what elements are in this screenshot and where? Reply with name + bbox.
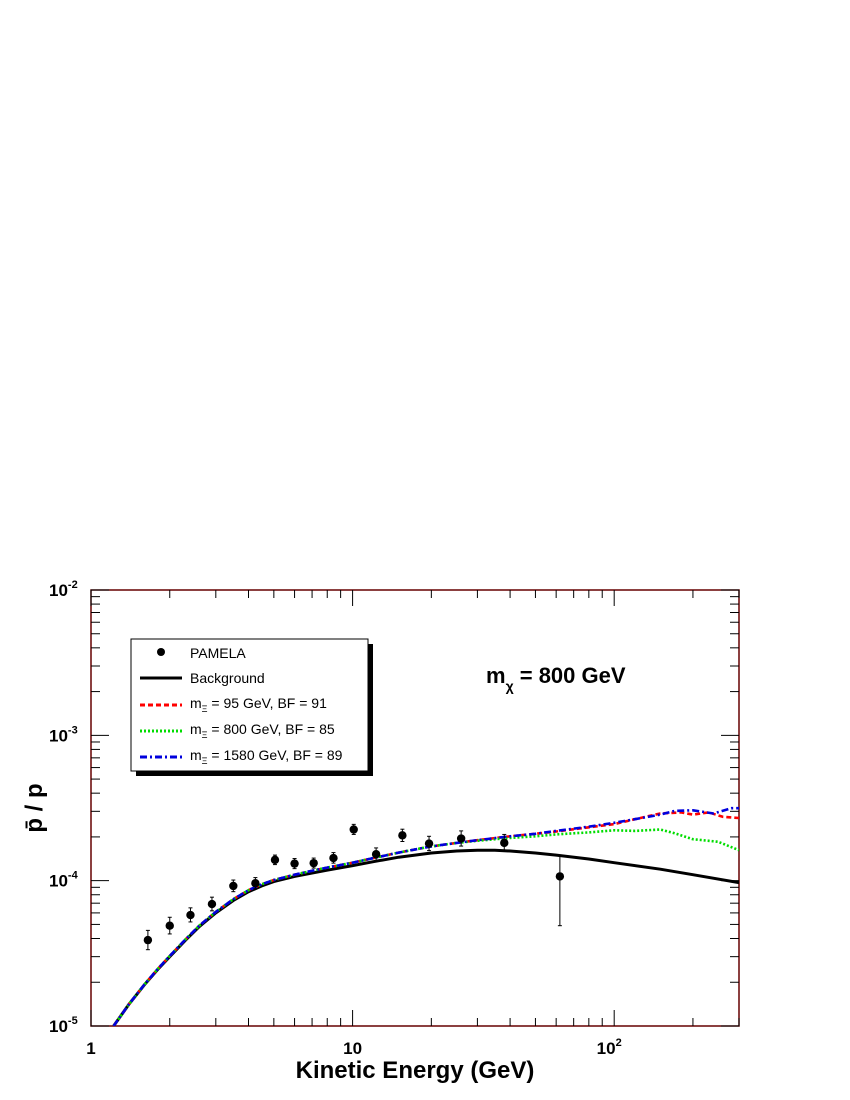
legend: PAMELA Background mΞ = 95 GeV, BF = 91 m… xyxy=(130,638,373,776)
x-axis-title: Kinetic Energy (GeV) xyxy=(296,1057,535,1084)
x-tick-label-base-0: 1 xyxy=(86,1039,95,1058)
legend-800gev-sub: Ξ xyxy=(202,730,208,740)
data-point-2 xyxy=(186,910,195,920)
data-point-15 xyxy=(500,838,509,848)
y-tick-label-base-2: 10 xyxy=(49,726,68,745)
y-tick-label-exp-1: -4 xyxy=(68,870,79,882)
legend-800gev-post: = 800 GeV, BF = 85 xyxy=(208,721,335,737)
y-tick-label-0: 10-5 xyxy=(49,1015,78,1036)
legend-label-1580gev: mΞ = 1580 GeV, BF = 89 xyxy=(190,747,343,766)
data-point-4 xyxy=(229,881,238,891)
x-tick-label-2: 102 xyxy=(597,1037,622,1058)
legend-box xyxy=(130,638,369,772)
data-point-3 xyxy=(207,899,217,909)
y-tick-label-base-1: 10 xyxy=(49,872,68,891)
y-tick-label-2: 10-3 xyxy=(49,724,78,745)
y-tick-label-3: 10-2 xyxy=(49,579,78,600)
data-point-8 xyxy=(309,858,318,868)
data-point-1 xyxy=(165,921,174,930)
y-tick-label-exp-0: -5 xyxy=(68,1015,78,1027)
axis-ticks xyxy=(90,589,740,1027)
data-point-16 xyxy=(555,872,565,881)
legend-label-95gev: mΞ = 95 GeV, BF = 91 xyxy=(190,695,327,714)
data-point-6 xyxy=(270,855,280,865)
legend-95gev-pre: m xyxy=(190,695,202,711)
x-tick-labels: 1 10 102 xyxy=(86,1037,621,1058)
y-tick-label-1: 10-4 xyxy=(49,870,79,891)
x-tick-label-base-2: 10 xyxy=(597,1039,616,1058)
x-tick-label-base-1: 10 xyxy=(343,1039,362,1058)
legend-1580gev-sub: Ξ xyxy=(202,756,208,766)
y-tick-labels: 10-510-410-310-2 xyxy=(49,579,79,1036)
legend-800gev-pre: m xyxy=(190,721,202,737)
data-point-12 xyxy=(398,831,407,840)
x-tick-label-0: 1 xyxy=(86,1039,95,1058)
data-points-layer xyxy=(143,823,565,951)
data-point-10 xyxy=(349,825,358,834)
y-tick-label-exp-3: -2 xyxy=(68,579,78,591)
legend-1580gev-pre: m xyxy=(190,747,202,763)
data-point-11 xyxy=(371,850,381,859)
data-point-0 xyxy=(143,935,153,945)
data-point-14 xyxy=(456,834,466,843)
data-point-9 xyxy=(329,853,338,863)
y-tick-label-base-3: 10 xyxy=(49,581,68,600)
legend-label-background: Background xyxy=(190,670,265,686)
y-tick-label-base-0: 10 xyxy=(49,1017,68,1036)
mass-annotation-rest: = 800 GeV xyxy=(514,663,626,688)
legend-marker-pamela xyxy=(157,648,165,656)
legend-1580gev-post: = 1580 GeV, BF = 89 xyxy=(208,747,343,763)
legend-label-800gev: mΞ = 800 GeV, BF = 85 xyxy=(190,721,335,740)
legend-label-pamela: PAMELA xyxy=(190,645,246,661)
mass-annotation-sub: χ xyxy=(506,678,514,694)
data-point-5 xyxy=(251,879,260,888)
legend-95gev-post: = 95 GeV, BF = 91 xyxy=(208,695,328,711)
mass-annotation: mχ = 800 GeV xyxy=(486,663,626,694)
legend-95gev-sub: Ξ xyxy=(202,704,208,714)
data-point-7 xyxy=(290,859,299,868)
y-tick-label-exp-2: -3 xyxy=(68,724,78,736)
x-tick-label-exp-2: 2 xyxy=(616,1037,622,1049)
series-line-3 xyxy=(112,806,739,1026)
y-axis-title: p̄ / p xyxy=(21,783,48,832)
mass-annotation-main: m xyxy=(486,663,506,688)
data-point-13 xyxy=(424,839,434,848)
x-tick-label-1: 10 xyxy=(343,1039,362,1058)
